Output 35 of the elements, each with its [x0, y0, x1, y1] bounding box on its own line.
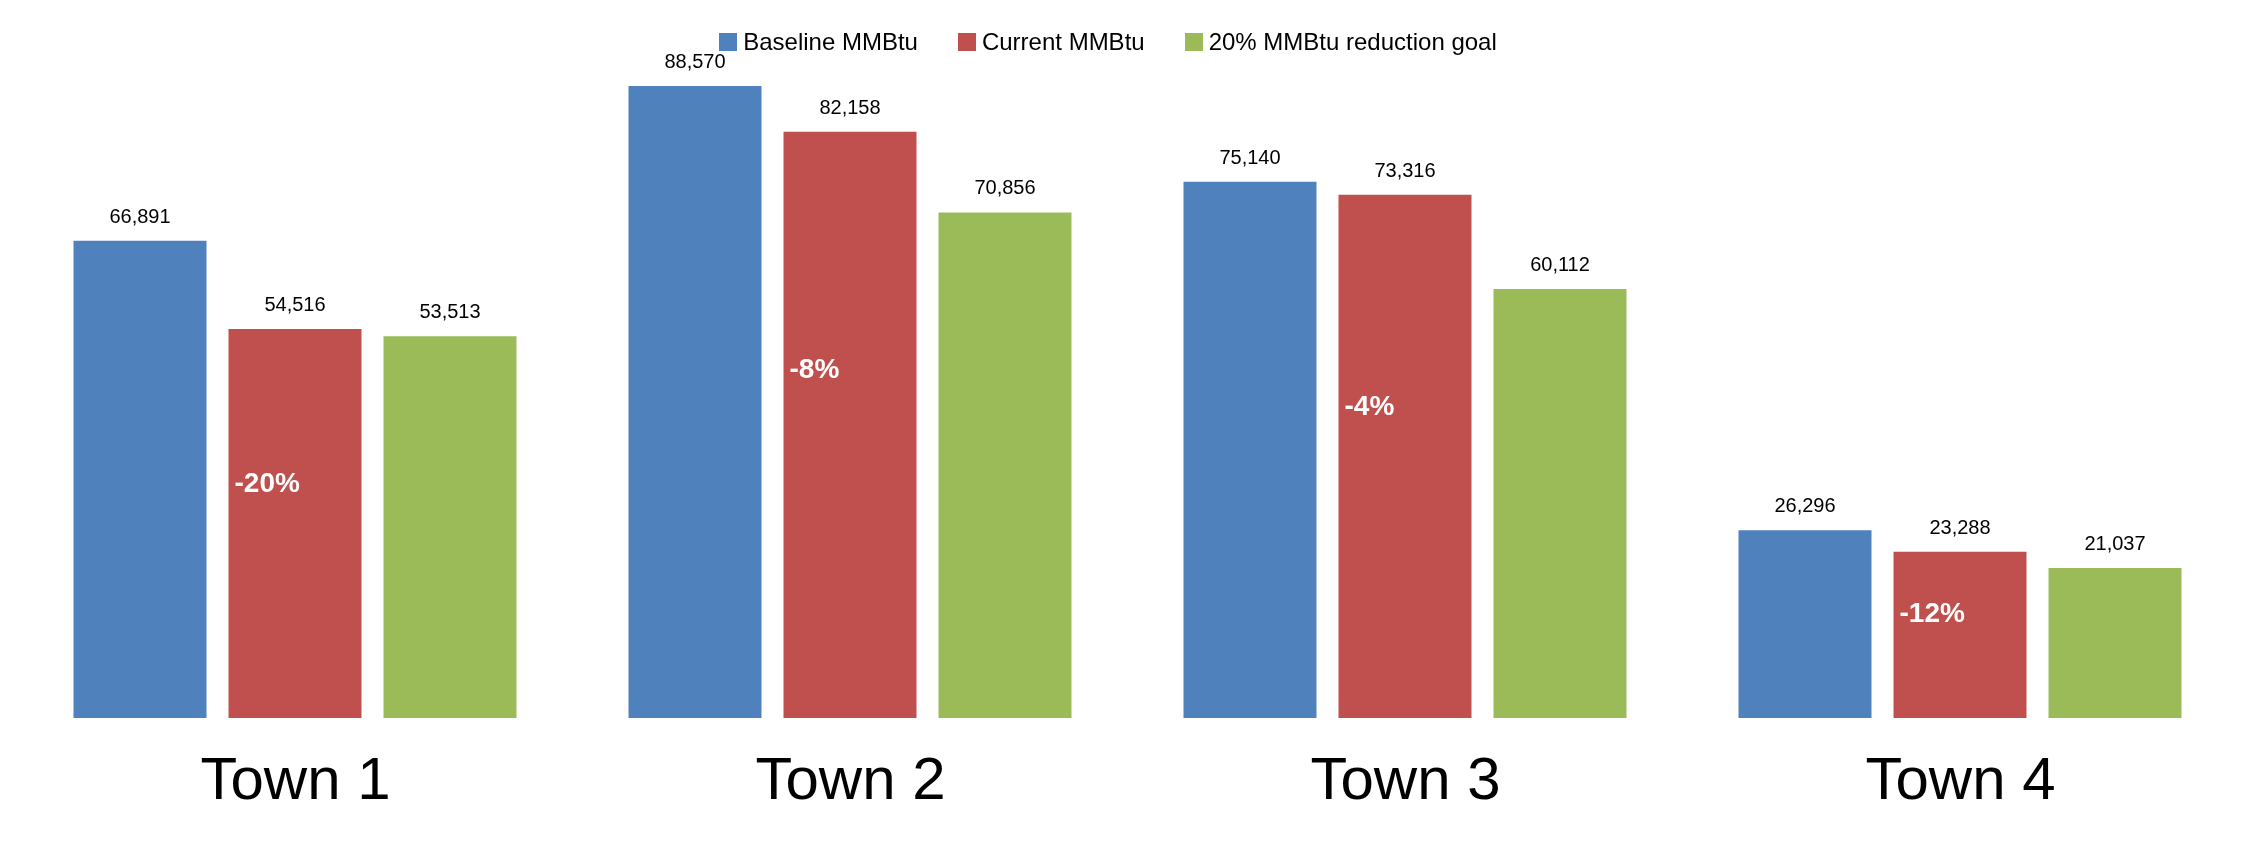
data-label: 23,288: [1929, 515, 1991, 538]
bar: [783, 131, 917, 718]
bar: [1738, 530, 1872, 718]
legend-label: Baseline MMBtu: [743, 28, 918, 56]
bar: [628, 86, 762, 718]
x-tick-label: Town 2: [755, 744, 946, 812]
data-label: 21,037: [2084, 531, 2146, 554]
bar: [228, 329, 362, 718]
legend-label: Current MMBtu: [981, 28, 1145, 56]
bar: [2048, 567, 2182, 718]
data-label: 54,516: [264, 293, 326, 315]
bar: [1183, 181, 1317, 718]
x-tick-label: Town 3: [1310, 744, 1501, 812]
data-label: 26,296: [1774, 494, 1836, 517]
annotation: -8%: [789, 352, 840, 384]
data-label: 60,112: [1530, 253, 1590, 276]
data-label: 82,158: [819, 95, 881, 118]
data-label: 70,856: [974, 176, 1036, 199]
data-label: 66,891: [109, 204, 171, 227]
bar: [1338, 194, 1472, 718]
annotation: -4%: [1344, 389, 1395, 421]
x-tick-label: Town 1: [200, 744, 391, 812]
bar: [383, 336, 517, 718]
bar: [1893, 551, 2027, 718]
legend-label: 20% MMBtu reduction goal: [1208, 28, 1497, 56]
bar: [73, 240, 207, 718]
bar: [938, 212, 1072, 718]
data-label: 88,570: [664, 50, 726, 72]
annotation: -12%: [1899, 596, 1965, 628]
data-label: 73,316: [1374, 158, 1436, 181]
annotation: -20%: [234, 467, 300, 499]
data-label: 75,140: [1219, 145, 1281, 168]
x-tick-label: Town 4: [1865, 744, 2056, 812]
bar: [1493, 289, 1627, 718]
data-label: 53,513: [419, 300, 481, 323]
